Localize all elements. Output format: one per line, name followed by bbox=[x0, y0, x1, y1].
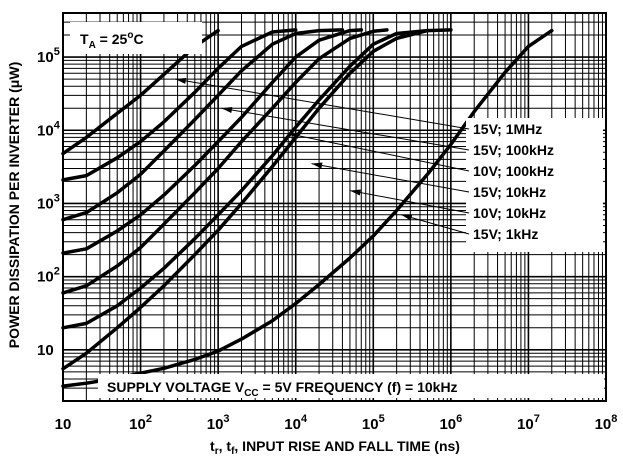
plot-frame bbox=[62, 12, 607, 402]
series-curve bbox=[61, 28, 453, 330]
supply-box bbox=[98, 374, 604, 398]
callout-arrowhead bbox=[401, 214, 413, 221]
series-curve bbox=[61, 28, 364, 255]
y-tick-label: 103 bbox=[37, 192, 60, 212]
callout-arrowhead bbox=[288, 132, 300, 139]
callout-label: 10V; 100kHz bbox=[473, 163, 554, 179]
x-tick-label: 105 bbox=[362, 413, 385, 433]
series-curves bbox=[61, 28, 554, 388]
y-tick-label: 105 bbox=[37, 46, 60, 66]
callout-arrows: 15V; 1MHz 15V; 100kHz 10V; 100kHz 15V; 10kH… bbox=[175, 77, 603, 252]
y-tick-labels: 10 102 103 104 105 bbox=[37, 46, 61, 359]
x-tick-label: 108 bbox=[595, 413, 618, 433]
temperature-annotation: TA = 25oC bbox=[80, 30, 144, 51]
callout-label: 15V; 100kHz bbox=[473, 142, 554, 158]
x-tick-label: 107 bbox=[517, 413, 540, 433]
callout-arrowhead bbox=[349, 189, 361, 196]
series-curve bbox=[61, 28, 345, 222]
callout-arrowhead bbox=[175, 77, 187, 84]
x-tick-label: 104 bbox=[284, 413, 308, 433]
callout-label: 15V; 1kHz bbox=[473, 226, 538, 242]
callout-label-background bbox=[466, 118, 603, 252]
x-axis-label: tr, tf, INPUT RISE AND FALL TIME (ns) bbox=[210, 438, 460, 456]
callout-label: 15V; 1MHz bbox=[473, 121, 542, 137]
series-curve bbox=[61, 28, 389, 295]
series-curve bbox=[61, 28, 554, 388]
x-tick-label: 103 bbox=[207, 413, 230, 433]
series-curve bbox=[61, 28, 298, 182]
y-tick-label: 102 bbox=[37, 266, 60, 286]
callout-leader-line bbox=[288, 133, 470, 172]
callout-leader-line bbox=[349, 190, 470, 214]
x-tick-label: 10 bbox=[55, 416, 72, 433]
y-axis-label: POWER DISSIPATION PER INVERTER (μW) bbox=[6, 62, 22, 349]
y-tick-label: 104 bbox=[37, 119, 61, 139]
series-curve bbox=[61, 28, 430, 371]
callout-label: 10V; 10kHz bbox=[473, 205, 546, 221]
callout-leader-line bbox=[311, 163, 470, 193]
callout-arrowhead bbox=[221, 107, 233, 113]
y-tick-label: 10 bbox=[37, 342, 54, 359]
callout-arrowhead bbox=[311, 162, 323, 169]
supply-annotation: SUPPLY VOLTAGE VCC = 5V FREQUENCY (f) = … bbox=[107, 379, 458, 399]
callout-leader-line bbox=[401, 214, 470, 235]
callout-leader-line bbox=[221, 107, 470, 151]
temperature-box bbox=[70, 22, 202, 54]
callout-leader-line bbox=[175, 78, 470, 130]
x-tick-label: 106 bbox=[439, 413, 462, 433]
x-tick-label: 102 bbox=[129, 413, 152, 433]
x-tick-labels: 10 102 103 104 105 106 107 108 bbox=[55, 413, 618, 433]
callout-label: 15V; 10kHz bbox=[473, 184, 546, 200]
